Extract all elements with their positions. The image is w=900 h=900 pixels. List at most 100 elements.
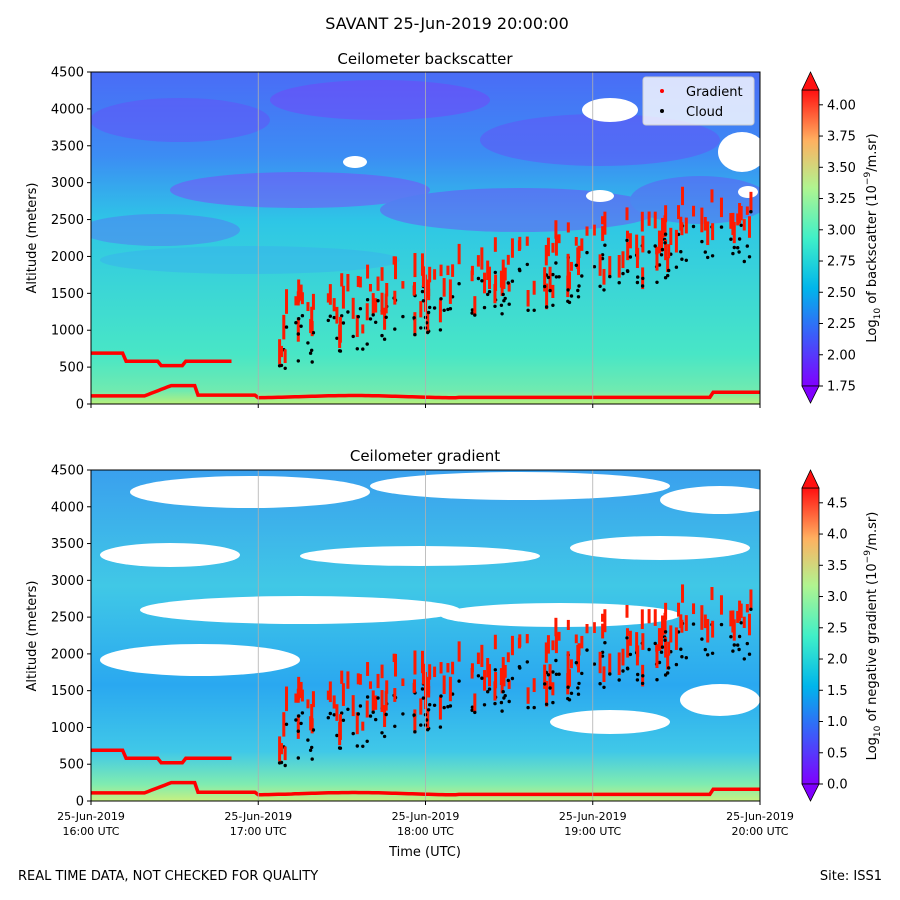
gradient-mark — [413, 709, 417, 734]
cloud-point — [731, 649, 735, 653]
gradient-mark — [742, 616, 746, 629]
cloud-point — [432, 703, 437, 707]
cloud-point — [621, 669, 625, 673]
gradient-mark — [500, 280, 504, 297]
cloud-point — [663, 276, 668, 280]
gradient-mark — [278, 339, 282, 365]
cloud-point — [663, 232, 668, 236]
gradient-mark — [660, 628, 664, 650]
gradient-mark — [439, 662, 443, 674]
cloud-point — [551, 303, 555, 307]
gradient-mark — [493, 681, 497, 701]
cloud-point — [674, 662, 679, 667]
cloud-point — [328, 314, 332, 318]
gradient-mark — [374, 298, 378, 313]
gradient-mark — [566, 651, 570, 675]
cloud-point — [457, 679, 461, 683]
gradient-mark — [420, 253, 424, 276]
gradient-mark — [428, 266, 432, 283]
gradient-mark — [628, 233, 632, 249]
panel1-cloud-points — [277, 186, 753, 370]
gradient-mark — [543, 664, 547, 689]
cloud-point — [551, 670, 555, 674]
gradient-mark — [438, 696, 442, 720]
gradient-mark — [420, 650, 424, 674]
y-tick-label: 4000 — [51, 102, 84, 117]
gradient-mark — [626, 241, 630, 261]
gradient-mark — [499, 270, 503, 288]
cloud-point — [335, 733, 339, 738]
cloud-point — [749, 210, 753, 214]
y-tick-label: 1000 — [51, 324, 84, 339]
cloud-point — [500, 709, 504, 713]
gradient-mark — [655, 644, 659, 652]
gradient-mark — [569, 659, 573, 669]
gradient-mark — [394, 653, 398, 677]
gradient-mark — [383, 705, 387, 728]
cloud-point — [617, 678, 621, 682]
cloud-point — [602, 288, 606, 292]
gradient-mark — [617, 254, 621, 278]
y-tick-label: 2500 — [51, 213, 84, 228]
cloud-point — [308, 351, 313, 355]
gradient-mark — [494, 274, 498, 291]
cloud-point — [557, 672, 561, 676]
colorbar-tick-label: 1.5 — [827, 684, 848, 699]
cloud-point — [341, 718, 346, 722]
colorbar-tick-label: 2.25 — [827, 317, 856, 332]
gradient-mark — [332, 695, 336, 709]
gradient-mark — [328, 681, 332, 703]
colorbar1-label: Log10 of backscatter (10−9/m.sr) — [863, 133, 883, 342]
cloud-point — [393, 724, 397, 728]
gradient-mark — [341, 285, 345, 309]
cloud-point — [419, 326, 423, 330]
gradient-mark — [309, 716, 313, 731]
gradient-mark — [742, 219, 746, 231]
gradient-mark — [655, 648, 659, 669]
gradient-mark — [598, 651, 602, 674]
gradient-mark — [647, 609, 651, 624]
cloud-point — [486, 292, 490, 297]
gradient-mark — [677, 602, 681, 617]
cloud-point — [382, 734, 387, 739]
gradient-mark — [566, 222, 570, 233]
gradient-mark — [525, 236, 529, 246]
gradient-mark — [507, 680, 511, 689]
gradient-mark — [413, 312, 417, 337]
gradient-mark — [681, 186, 685, 206]
cloud-point — [543, 682, 547, 686]
cloud-point — [487, 290, 492, 294]
cloud-point — [636, 275, 640, 279]
gradient-mark — [282, 314, 286, 340]
gradient-mark — [371, 293, 375, 315]
cloud-point — [310, 360, 314, 364]
gradient-mark — [457, 243, 461, 265]
cloud-point — [374, 717, 378, 722]
panel1-title: Ceilometer backscatter — [337, 50, 513, 68]
gradient-mark — [385, 282, 389, 297]
gradient-mark — [493, 283, 497, 304]
cloud-point — [525, 262, 529, 267]
gradient-mark — [598, 254, 602, 276]
cloud-point — [420, 289, 425, 294]
gradient-mark — [543, 267, 547, 292]
gradient-mark — [566, 253, 570, 278]
cloud-point — [641, 674, 645, 678]
gradient-mark — [749, 191, 753, 213]
gradient-mark — [380, 267, 384, 281]
gradient-mark — [311, 293, 315, 310]
cloud-point — [680, 655, 684, 659]
gradient-mark — [518, 634, 522, 647]
cloud-point — [420, 687, 425, 691]
gradient-mark — [602, 268, 606, 285]
cloud-point — [667, 268, 671, 273]
gradient-mark — [729, 610, 733, 627]
cloud-point — [311, 331, 316, 335]
gradient-mark — [296, 714, 300, 739]
gradient-mark — [442, 278, 446, 297]
gradient-mark — [470, 663, 474, 673]
y-tick-label: 0 — [76, 398, 84, 413]
gradient-mark — [601, 216, 605, 225]
y-tick-label: 4000 — [51, 500, 84, 515]
gradient-mark — [507, 282, 511, 292]
